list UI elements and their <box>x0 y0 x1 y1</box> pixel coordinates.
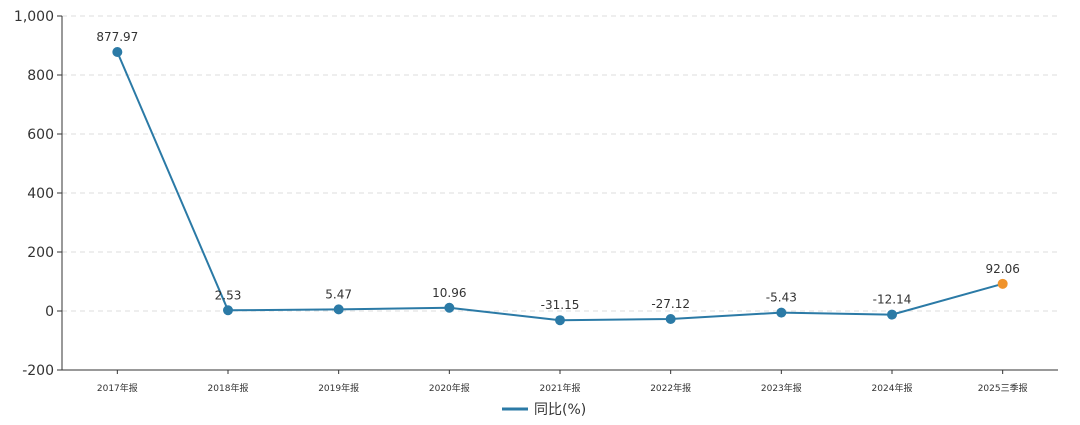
x-tick-label: 2025三季报 <box>978 382 1028 394</box>
data-point[interactable] <box>444 302 455 313</box>
series-line <box>116 51 1003 322</box>
data-point[interactable] <box>112 46 123 57</box>
data-point[interactable] <box>333 304 344 315</box>
data-point[interactable] <box>887 309 897 320</box>
y-tick-label: 0 <box>45 304 54 320</box>
x-tick-label: 2019年报 <box>318 382 359 394</box>
x-tick-label: 2020年报 <box>429 382 470 394</box>
data-label: -27.12 <box>651 297 690 311</box>
legend-label: 同比(%) <box>534 402 586 418</box>
data-label: 877.97 <box>96 30 138 44</box>
data-label: 5.47 <box>325 287 352 301</box>
x-tick-labels: 2017年报 2018年报 2019年报 2020年报 2021年报 2022年报 2023… <box>97 370 1028 394</box>
y-tick-label: -200 <box>22 363 54 379</box>
data-label: 10.96 <box>432 286 466 300</box>
data-label: -5.43 <box>766 291 797 305</box>
data-label: 2.53 <box>215 288 242 302</box>
x-tick-label: 2024年报 <box>872 382 913 394</box>
y-tick-label: 800 <box>27 68 54 84</box>
data-label: -31.15 <box>541 298 580 312</box>
x-tick-label: 2018年报 <box>208 382 249 394</box>
y-tick-label: 400 <box>27 186 54 202</box>
data-label: -12.14 <box>873 293 912 307</box>
data-point[interactable] <box>997 278 1008 289</box>
x-tick-label: 2017年报 <box>97 382 138 394</box>
data-point[interactable] <box>555 315 565 326</box>
y-tick-label: 200 <box>27 245 54 261</box>
y-tick-label: 1,000 <box>14 9 54 25</box>
data-points <box>112 46 1008 326</box>
x-tick-label: 2022年报 <box>650 382 691 394</box>
legend[interactable]: 同比(%) <box>502 402 586 418</box>
data-point[interactable] <box>776 307 787 318</box>
x-tick-label: 2023年报 <box>761 382 802 394</box>
x-tick-label: 2021年报 <box>540 382 581 394</box>
data-point[interactable] <box>665 314 676 325</box>
y-tick-labels: -200 0 200 400 600 800 1,000 <box>14 9 62 379</box>
y-tick-label: 600 <box>27 127 54 143</box>
data-point[interactable] <box>223 305 233 316</box>
grid-lines <box>62 15 1058 312</box>
data-labels: 877.97 2.53 5.47 10.96 -31.15 -27.12 -5.43 -12.… <box>96 30 1020 312</box>
data-label: 92.06 <box>985 262 1019 276</box>
